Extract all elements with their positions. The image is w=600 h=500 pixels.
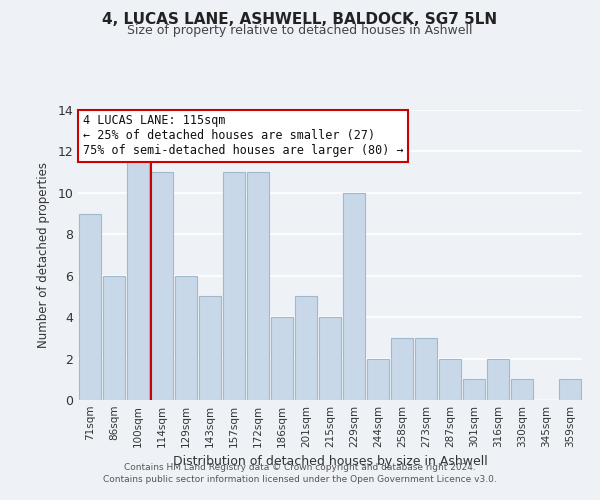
Bar xyxy=(343,193,365,400)
Text: Contains public sector information licensed under the Open Government Licence v3: Contains public sector information licen… xyxy=(103,475,497,484)
Bar xyxy=(271,317,293,400)
Bar xyxy=(367,358,389,400)
Text: Size of property relative to detached houses in Ashwell: Size of property relative to detached ho… xyxy=(127,24,473,37)
Bar xyxy=(511,380,533,400)
Bar xyxy=(247,172,269,400)
Text: 4 LUCAS LANE: 115sqm
← 25% of detached houses are smaller (27)
75% of semi-detac: 4 LUCAS LANE: 115sqm ← 25% of detached h… xyxy=(83,114,404,158)
Bar xyxy=(79,214,101,400)
Bar xyxy=(415,338,437,400)
Bar xyxy=(223,172,245,400)
Bar xyxy=(127,152,149,400)
Text: Contains HM Land Registry data © Crown copyright and database right 2024.: Contains HM Land Registry data © Crown c… xyxy=(124,462,476,471)
Bar xyxy=(439,358,461,400)
Bar xyxy=(391,338,413,400)
Bar xyxy=(199,296,221,400)
Bar xyxy=(463,380,485,400)
Bar xyxy=(319,317,341,400)
Y-axis label: Number of detached properties: Number of detached properties xyxy=(37,162,50,348)
Text: 4, LUCAS LANE, ASHWELL, BALDOCK, SG7 5LN: 4, LUCAS LANE, ASHWELL, BALDOCK, SG7 5LN xyxy=(103,12,497,28)
Bar xyxy=(151,172,173,400)
X-axis label: Distribution of detached houses by size in Ashwell: Distribution of detached houses by size … xyxy=(173,456,487,468)
Bar xyxy=(487,358,509,400)
Bar xyxy=(103,276,125,400)
Bar xyxy=(559,380,581,400)
Bar xyxy=(175,276,197,400)
Bar xyxy=(295,296,317,400)
